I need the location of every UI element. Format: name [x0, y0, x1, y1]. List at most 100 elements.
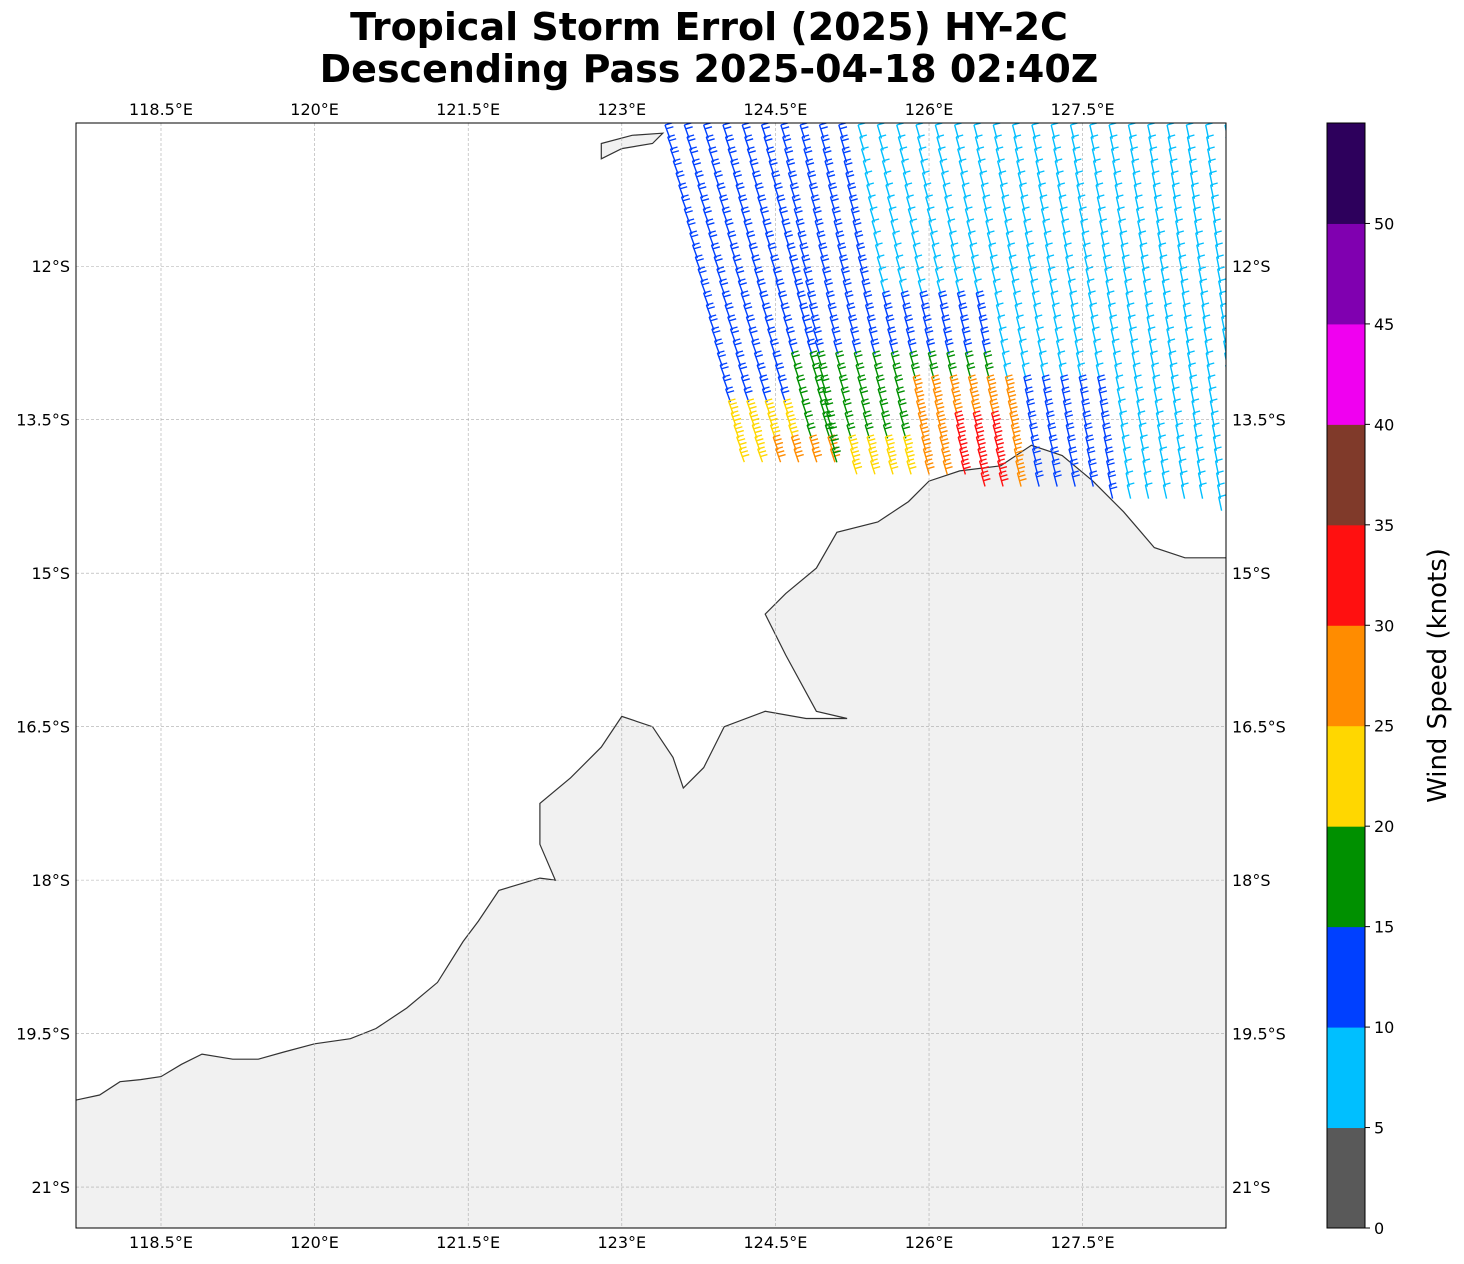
lon-tick-label-top: 127.5°E	[1051, 100, 1115, 119]
lat-tick-label-right: 21°S	[1232, 1178, 1271, 1197]
chart-title-line2: Descending Pass 2025-04-18 02:40Z	[319, 47, 1099, 91]
wind-barb	[748, 410, 760, 427]
wind-barb	[1225, 364, 1226, 370]
colorbar-segment	[1327, 1127, 1365, 1229]
colorbar-frame	[1326, 122, 1366, 1229]
wind-barb	[942, 458, 953, 475]
wind-barb	[904, 446, 915, 463]
lat-tick-label-right: 13.5°S	[1232, 411, 1286, 430]
lat-tick-label-right: 18°S	[1232, 871, 1271, 890]
wind-barb	[1218, 494, 1226, 511]
lat-tick-label-left: 13.5°S	[16, 411, 70, 430]
wind-barb	[1198, 482, 1207, 499]
wind-barb	[769, 422, 781, 439]
wind-barb	[1052, 470, 1062, 487]
land-mass	[76, 445, 1226, 1228]
colorbar-segment	[1327, 1027, 1365, 1129]
wind-barb	[1144, 482, 1153, 499]
lon-tick-label-top: 124.5°E	[743, 100, 807, 119]
lat-tick-label-right: 15°S	[1232, 564, 1271, 583]
lon-tick-label-bottom: 123°E	[597, 1233, 646, 1252]
colorbar-label: Wind Speed (knots)	[1423, 548, 1453, 803]
chart-title-line1: Tropical Storm Errol (2025) HY-2C	[350, 5, 1068, 49]
colorbar-tick-label: 10	[1374, 1018, 1394, 1037]
lon-tick-label-bottom: 121.5°E	[436, 1233, 500, 1252]
lat-tick-label-left: 15°S	[31, 564, 70, 583]
lat-tick-label-left: 21°S	[31, 1178, 70, 1197]
wind-barb	[955, 422, 967, 439]
colorbar-tick-label: 5	[1374, 1119, 1384, 1138]
lon-tick-label-top: 120°E	[290, 100, 339, 119]
wind-barb	[788, 422, 799, 439]
colorbar-tick-label: 35	[1374, 516, 1394, 535]
lon-tick-label-top: 121.5°E	[436, 100, 500, 119]
wind-barb	[1162, 482, 1171, 499]
colorbar-tick-label: 15	[1374, 918, 1394, 937]
lon-tick-label-bottom: 120°E	[290, 1233, 339, 1252]
colorbar-tick-label: 50	[1374, 214, 1394, 233]
colorbar-segment	[1327, 524, 1365, 626]
lon-tick-label-bottom: 124.5°E	[743, 1233, 807, 1252]
colorbar-segment	[1327, 424, 1365, 526]
colorbar-segment	[1327, 625, 1365, 727]
wind-barb	[1089, 470, 1099, 487]
wind-barb	[1224, 123, 1226, 134]
wind-barb	[998, 470, 1009, 487]
colorbar-segment	[1327, 323, 1365, 425]
colorbar: 0 5 10 15 20 25 30 35 40 45 50 Wind Speed (knots)	[1326, 122, 1453, 1238]
wind-barb	[888, 458, 899, 475]
colorbar-tick-label: 20	[1374, 817, 1394, 836]
lon-tick-label-top: 123°E	[597, 100, 646, 119]
wind-barb	[906, 458, 917, 475]
wind-barb	[957, 434, 968, 451]
wind-barb	[757, 446, 768, 463]
wind-barb	[793, 446, 804, 463]
wind-barb	[1225, 136, 1226, 141]
lat-tick-label-left: 12°S	[31, 257, 70, 276]
wind-barb	[980, 470, 991, 487]
colorbar-tick-label: 30	[1374, 616, 1394, 635]
wind-barb	[848, 434, 859, 451]
wind-barb	[932, 386, 943, 403]
lat-tick-label-right: 16.5°S	[1232, 718, 1286, 737]
wind-barb	[1180, 482, 1189, 499]
colorbar-segment	[1327, 926, 1365, 1028]
lon-tick-label-top: 126°E	[905, 100, 954, 119]
coastline	[76, 444, 1226, 1101]
wind-barb	[775, 446, 786, 463]
map-frame	[75, 122, 1227, 1229]
lon-tick-label-top: 118.5°E	[129, 100, 193, 119]
wind-barb	[1126, 482, 1135, 499]
wind-barb	[831, 446, 841, 463]
colorbar-segment	[1327, 725, 1365, 827]
wind-barb	[924, 458, 935, 475]
wind-barb	[1034, 470, 1044, 487]
lat-tick-label-left: 18°S	[31, 871, 70, 890]
lon-tick-label-bottom: 127.5°E	[1051, 1233, 1115, 1252]
wind-barb	[870, 458, 881, 475]
lat-tick-label-right: 12°S	[1232, 257, 1271, 276]
colorbar-segment	[1327, 123, 1365, 224]
lat-tick-label-left: 19.5°S	[16, 1025, 70, 1044]
lat-tick-label-right: 19.5°S	[1232, 1025, 1286, 1044]
wind-barb	[746, 398, 757, 415]
wind-barb	[1108, 482, 1118, 499]
colorbar-tick-label: 45	[1374, 315, 1394, 334]
wind-barb	[1016, 470, 1027, 487]
wind-barbs	[664, 123, 1226, 511]
wind-barb	[1223, 339, 1226, 355]
colorbar-segment	[1327, 826, 1365, 928]
colorbar-tick-label: 0	[1374, 1219, 1384, 1238]
colorbar-tick-label: 40	[1374, 415, 1394, 434]
lat-tick-label-left: 16.5°S	[16, 718, 70, 737]
colorbar-segment	[1327, 223, 1365, 325]
wind-barb	[811, 446, 823, 463]
wind-barb	[851, 458, 863, 475]
lon-tick-label-bottom: 118.5°E	[129, 1233, 193, 1252]
wind-barb	[1071, 470, 1080, 487]
wind-barb	[738, 446, 750, 463]
lon-tick-label-bottom: 126°E	[905, 1233, 954, 1252]
colorbar-tick-label: 25	[1374, 717, 1394, 736]
wind-barb	[960, 458, 971, 475]
